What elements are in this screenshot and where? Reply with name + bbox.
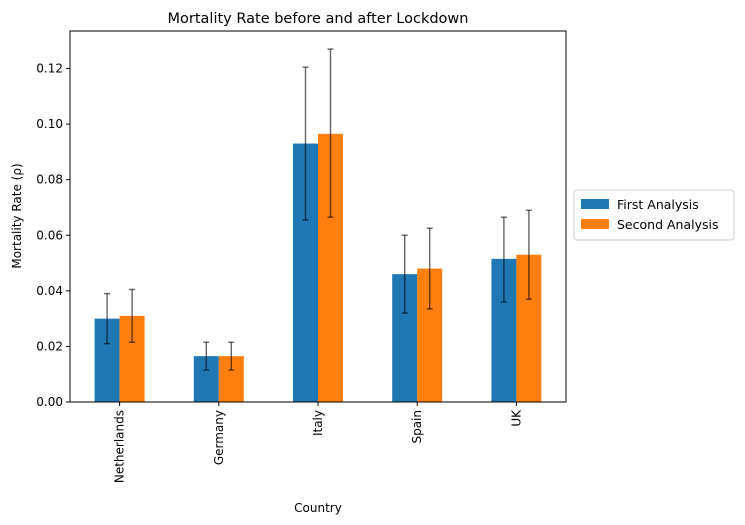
error-bar-first-analysis-netherlands — [104, 292, 111, 345]
legend-label: Second Analysis — [617, 217, 718, 232]
error-bar-second-analysis-spain — [426, 227, 433, 310]
error-bar-first-analysis-spain — [401, 234, 408, 314]
legend-label: First Analysis — [617, 197, 699, 212]
y-axis-label: Mortality Rate (ρ) — [10, 163, 24, 268]
error-bar-second-analysis-netherlands — [129, 288, 136, 343]
x-axis: Netherlands Germany Italy Spain UK — [113, 402, 523, 483]
legend-box — [573, 189, 735, 241]
legend-swatch — [581, 199, 609, 209]
legend: First Analysis Second Analysis — [573, 189, 735, 241]
error-bar-second-analysis-germany — [228, 341, 235, 371]
x-tick-label-germany: Germany — [212, 410, 226, 465]
chart-title: Mortality Rate before and after Lockdown — [168, 11, 469, 27]
y-tick-label: 0.12 — [36, 62, 63, 76]
x-axis-label: Country — [294, 501, 342, 515]
error-bar-second-analysis-italy — [327, 48, 334, 218]
y-tick-label: 0.06 — [36, 228, 63, 242]
legend-swatch — [581, 219, 609, 229]
y-tick-label: 0.00 — [36, 395, 63, 409]
error-bar-second-analysis-uk — [525, 209, 532, 300]
x-tick-label-italy: Italy — [311, 410, 325, 436]
bars — [94, 133, 542, 402]
error-bars — [104, 48, 532, 371]
y-tick-label: 0.02 — [36, 339, 63, 353]
x-tick-label-uk: UK — [509, 409, 523, 427]
error-bar-first-analysis-italy — [302, 66, 309, 221]
x-tick-label-netherlands: Netherlands — [113, 410, 127, 483]
y-tick-label: 0.04 — [36, 284, 63, 298]
error-bar-first-analysis-uk — [500, 216, 507, 303]
y-tick-label: 0.10 — [36, 117, 63, 131]
y-axis: 0.00 0.02 0.04 0.06 0.08 0.10 0.12 — [36, 62, 70, 409]
y-tick-label: 0.08 — [36, 173, 63, 187]
error-bar-first-analysis-germany — [203, 341, 210, 371]
x-tick-label-spain: Spain — [410, 410, 424, 444]
